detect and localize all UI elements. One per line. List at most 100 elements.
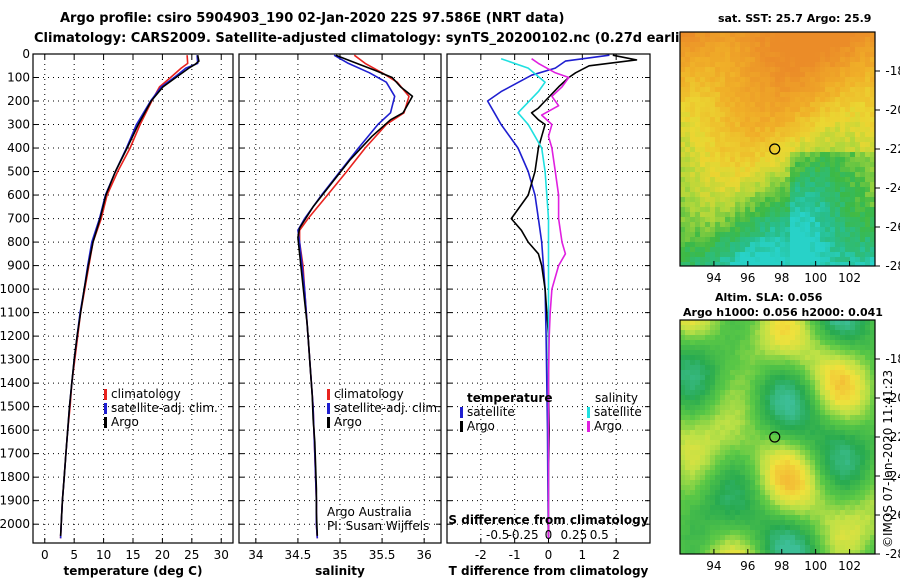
heatmap-cell [835,37,841,43]
heatmap-cell [705,142,711,148]
heatmap-cell [845,97,851,103]
heatmap-cell [850,132,856,138]
heatmap-cell [865,182,871,188]
sla-map-title-2: Argo h1000: 0.056 h2000: 0.041 [683,306,883,319]
heatmap-cell [725,162,731,168]
heatmap-cell [790,182,796,188]
heatmap-cell [695,232,701,238]
heatmap-cell [845,102,851,108]
heatmap-cell [865,237,871,243]
heatmap-cell [810,390,816,396]
heatmap-cell [735,370,741,376]
heatmap-cell [725,77,731,83]
heatmap-cell [700,77,706,83]
heatmap-cell [740,390,746,396]
heatmap-cell [755,32,761,38]
heatmap-cell [850,445,856,451]
heatmap-cell [680,455,686,461]
heatmap-cell [810,380,816,386]
heatmap-cell [735,425,741,431]
heatmap-cell [775,82,781,88]
heatmap-cell [800,345,806,351]
heatmap-cell [840,47,846,53]
heatmap-cell [710,132,716,138]
heatmap-cell [740,370,746,376]
heatmap-cell [770,405,776,411]
heatmap-cell [820,325,826,331]
heatmap-cell [775,435,781,441]
heatmap-cell [715,395,721,401]
heatmap-cell [855,545,861,551]
heatmap-cell [870,32,875,38]
heatmap-cell [785,97,791,103]
heatmap-cell [765,370,771,376]
heatmap-cell [835,187,841,193]
annotation-text: Argo Australia [327,505,412,519]
heatmap-cell [680,247,686,253]
heatmap-cell [845,425,851,431]
heatmap-cell [765,222,771,228]
heatmap-cell [700,460,706,466]
heatmap-cell [720,385,726,391]
credit-text: ©IMOS 07-Jan-2020 11:41:23 [881,370,895,548]
heatmap-cell [790,72,796,78]
heatmap-cell [735,365,741,371]
heatmap-cell [785,237,791,243]
heatmap-cell [865,335,871,341]
heatmap-cell [815,217,821,223]
heatmap-cell [770,247,776,253]
heatmap-cell [740,470,746,476]
heatmap-cell [685,107,691,113]
heatmap-cell [800,390,806,396]
heatmap-cell [825,127,831,133]
heatmap-cell [855,102,861,108]
heatmap-cell [680,525,686,531]
heatmap-cell [855,340,861,346]
heatmap-cell [870,420,875,426]
heatmap-cell [815,355,821,361]
heatmap-cell [750,92,756,98]
heatmap-cell [860,370,866,376]
heatmap-cell [780,57,786,63]
heatmap-cell [680,132,686,138]
heatmap-cell [780,385,786,391]
heatmap-cell [690,227,696,233]
heatmap-cell [690,37,696,43]
heatmap-cell [860,182,866,188]
heatmap-cell [860,52,866,58]
heatmap-cell [810,42,816,48]
heatmap-cell [825,505,831,511]
heatmap-cell [825,227,831,233]
heatmap-cell [860,197,866,203]
heatmap-cell [800,485,806,491]
heatmap-cell [845,435,851,441]
heatmap-cell [850,157,856,163]
heatmap-cell [710,510,716,516]
heatmap-cell [830,455,836,461]
heatmap-cell [870,37,875,43]
heatmap-cell [745,365,751,371]
heatmap-cell [720,350,726,356]
heatmap-cell [840,370,846,376]
heatmap-cell [810,525,816,531]
heatmap-cell [710,97,716,103]
heatmap-cell [690,262,696,266]
depth-tick-label: 900 [7,259,30,273]
heatmap-cell [715,340,721,346]
heatmap-cell [725,490,731,496]
heatmap-cell [730,335,736,341]
heatmap-cell [775,127,781,133]
heatmap-cell [760,137,766,143]
heatmap-cell [850,450,856,456]
heatmap-cell [690,172,696,178]
heatmap-cell [800,82,806,88]
heatmap-cell [860,202,866,208]
heatmap-cell [800,325,806,331]
heatmap-cell [825,405,831,411]
heatmap-cell [745,540,751,546]
heatmap-cell [850,207,856,213]
heatmap-cell [770,177,776,183]
heatmap-cell [860,355,866,361]
heatmap-cell [780,500,786,506]
heatmap-cell [790,142,796,148]
